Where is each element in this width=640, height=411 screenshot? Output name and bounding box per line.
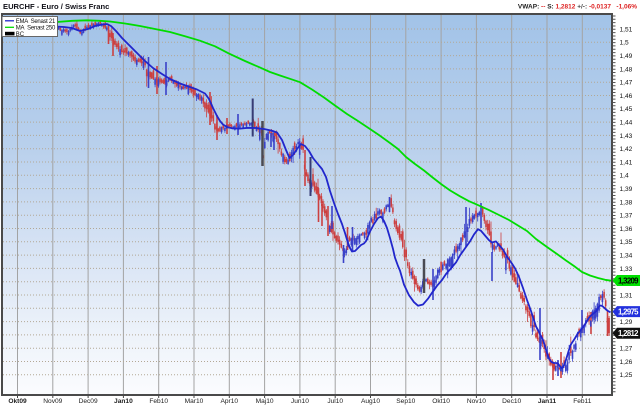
svg-text:1,35: 1,35 (620, 239, 633, 246)
svg-text:1,44: 1,44 (620, 120, 633, 127)
svg-text:VWAP: -- S: 1,2812 +/-: -0,0: VWAP: -- S: 1,2812 +/-: -0,0137 -1,06% (518, 4, 637, 11)
svg-text:Sep10: Sep10 (396, 398, 415, 405)
svg-text:1,29: 1,29 (620, 319, 633, 326)
svg-text:Jun10: Jun10 (291, 398, 309, 405)
svg-text:1,38: 1,38 (620, 199, 633, 206)
svg-text:1,42: 1,42 (620, 146, 633, 153)
svg-text:1,51: 1,51 (620, 26, 633, 33)
svg-text:Okt09: Okt09 (8, 398, 27, 405)
svg-text:1,27: 1,27 (620, 346, 633, 353)
svg-text:1,36: 1,36 (620, 226, 633, 233)
svg-text:Feb10: Feb10 (149, 398, 168, 405)
svg-text:Jan10: Jan10 (114, 398, 133, 405)
svg-text:1,33: 1,33 (620, 266, 633, 273)
svg-text:Mar10: Mar10 (185, 398, 204, 405)
svg-text:1,47: 1,47 (620, 80, 633, 87)
svg-text:Dec10: Dec10 (502, 398, 521, 405)
svg-text:Nov10: Nov10 (467, 398, 486, 405)
svg-text:MA Senast 250: MA Senast 250 (16, 26, 56, 32)
svg-text:1,39: 1,39 (620, 186, 633, 193)
svg-text:Nov09: Nov09 (43, 398, 62, 405)
svg-text:1,41: 1,41 (620, 159, 633, 166)
svg-text:1,43: 1,43 (620, 133, 633, 140)
svg-text:Jan11: Jan11 (538, 398, 557, 405)
svg-text:BC: BC (16, 32, 25, 38)
svg-text:Okt10: Okt10 (432, 398, 450, 405)
svg-text:1,4: 1,4 (620, 173, 629, 180)
svg-text:1,45: 1,45 (620, 106, 633, 113)
svg-text:Aug10: Aug10 (361, 398, 380, 405)
svg-text:1,5: 1,5 (620, 40, 629, 47)
svg-text:EMA Senast 21: EMA Senast 21 (16, 19, 56, 25)
svg-text:EURCHF - Euro / Swiss Franc: EURCHF - Euro / Swiss Franc (3, 2, 109, 11)
svg-text:1,25: 1,25 (620, 372, 633, 379)
svg-text:1,48: 1,48 (620, 66, 633, 73)
svg-text:Dec09: Dec09 (79, 398, 98, 405)
svg-text:1,31: 1,31 (620, 292, 633, 299)
svg-text:1,37: 1,37 (620, 213, 633, 220)
svg-text:Apr10: Apr10 (220, 398, 238, 405)
svg-text:1,2975: 1,2975 (618, 308, 639, 317)
svg-text:Maj10: Maj10 (256, 398, 274, 405)
svg-text:1,34: 1,34 (620, 253, 633, 260)
svg-text:1,46: 1,46 (620, 93, 633, 100)
svg-text:Feb11: Feb11 (573, 398, 592, 405)
svg-text:Jul10: Jul10 (327, 398, 343, 405)
svg-text:1,26: 1,26 (620, 359, 633, 366)
svg-text:1,49: 1,49 (620, 53, 633, 60)
svg-text:1,2812: 1,2812 (618, 329, 639, 338)
svg-text:1,3209: 1,3209 (618, 276, 639, 285)
